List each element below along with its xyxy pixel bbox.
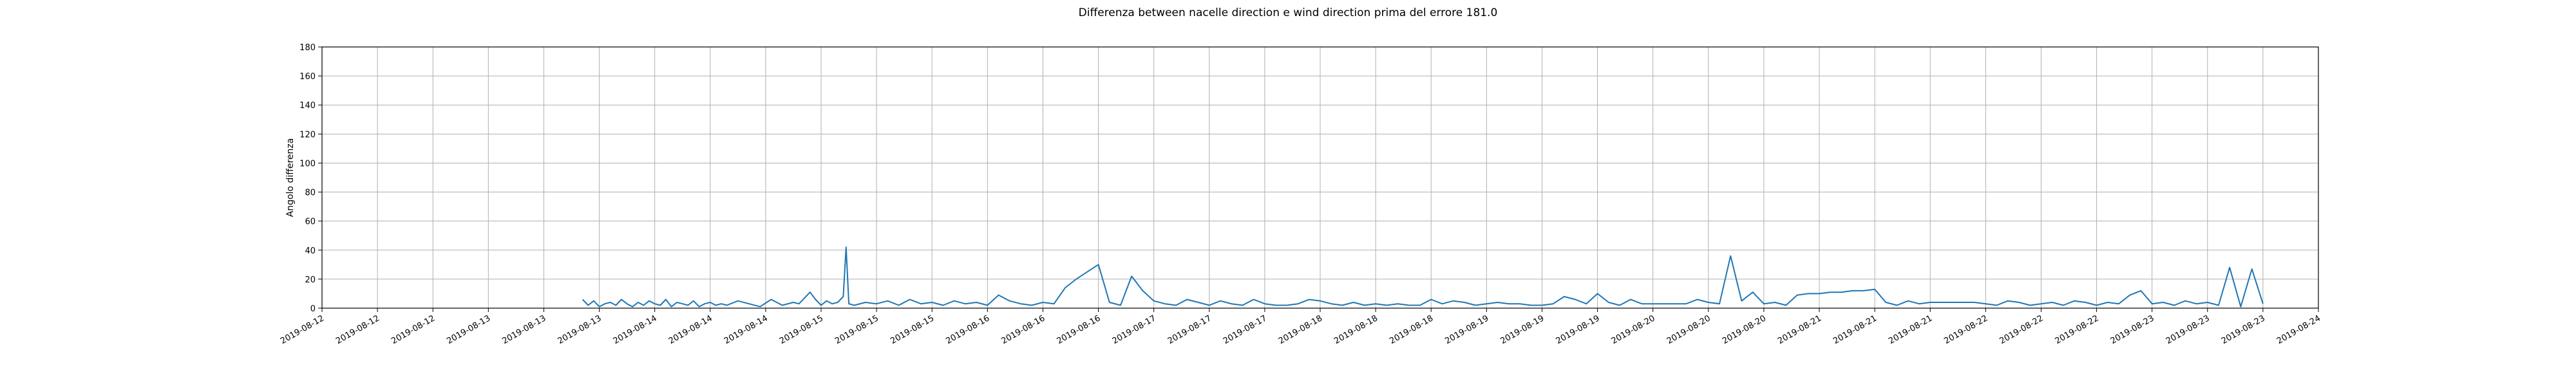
x-tick-label: 2019-08-22: [1942, 313, 1989, 346]
x-tick-label: 2019-08-14: [612, 313, 659, 346]
x-tick-label: 2019-08-12: [390, 313, 437, 346]
x-tick-label: 2019-08-15: [778, 313, 825, 346]
y-tick-label: 140: [299, 101, 316, 111]
chart-title: Differenza between nacelle direction e w…: [1079, 6, 1498, 19]
x-tick-label: 2019-08-15: [833, 313, 880, 346]
x-tick-label: 2019-08-19: [1555, 313, 1602, 346]
x-tick-label: 2019-08-22: [1998, 313, 2045, 346]
x-tick-label: 2019-08-17: [1111, 313, 1158, 346]
x-tick-label: 2019-08-16: [1056, 313, 1103, 346]
y-tick-label: 100: [299, 159, 316, 169]
x-tick-label: 2019-08-14: [723, 313, 770, 346]
x-tick-label: 2019-08-22: [2054, 313, 2101, 346]
y-tick-label: 60: [305, 217, 316, 227]
y-tick-label: 180: [299, 43, 316, 53]
x-tick-label: 2019-08-13: [501, 313, 548, 346]
y-axis-label: Angolo differenza: [285, 138, 296, 217]
plot-frame: [321, 46, 2319, 309]
x-tick-label: 2019-08-21: [1776, 313, 1823, 346]
y-tick-label: 120: [299, 130, 316, 140]
x-tick-label: 2019-08-15: [889, 313, 936, 346]
x-tick-label: 2019-08-24: [2275, 313, 2322, 346]
x-tick-label: 2019-08-21: [1887, 313, 1934, 346]
x-tick-label: 2019-08-12: [279, 313, 326, 346]
x-tick-label: 2019-08-19: [1443, 313, 1490, 346]
x-tick-label: 2019-08-19: [1499, 313, 1546, 346]
x-tick-label: 2019-08-23: [2220, 313, 2267, 346]
x-tick-label: 2019-08-23: [2109, 313, 2156, 346]
x-tick-label: 2019-08-21: [1832, 313, 1879, 346]
y-tick-label: 40: [305, 246, 316, 256]
x-tick-label: 2019-08-16: [944, 313, 991, 346]
x-tick-label: 2019-08-13: [556, 313, 603, 346]
y-tick-label: 20: [305, 275, 316, 285]
x-tick-label: 2019-08-20: [1665, 313, 1712, 346]
y-axis: 0 20 40 60 80 100 120 140 160 180: [299, 43, 322, 314]
x-tick-label: 2019-08-17: [1166, 313, 1213, 346]
x-tick-label: 2019-08-23: [2164, 313, 2211, 346]
series-line: [582, 246, 2264, 308]
x-tick-label: 2019-08-17: [1222, 313, 1269, 346]
grid: [321, 46, 2319, 309]
x-tick-label: 2019-08-16: [1000, 313, 1047, 346]
y-tick-label: 80: [305, 188, 316, 198]
x-tick-label: 2019-08-20: [1610, 313, 1657, 346]
x-tick-label: 2019-08-18: [1332, 313, 1379, 346]
x-tick-label: 2019-08-13: [445, 313, 492, 346]
x-tick-label: 2019-08-14: [667, 313, 714, 346]
y-tick-label: 0: [310, 304, 316, 314]
y-tick-label: 160: [299, 72, 316, 82]
x-tick-label: 2019-08-18: [1277, 313, 1324, 346]
x-tick-label: 2019-08-18: [1388, 313, 1435, 346]
x-tick-label: 2019-08-12: [334, 313, 381, 346]
x-axis: 2019-08-12 2019-08-12 2019-08-12 2019-08-13…: [279, 308, 2322, 346]
x-tick-label: 2019-08-20: [1721, 313, 1768, 346]
